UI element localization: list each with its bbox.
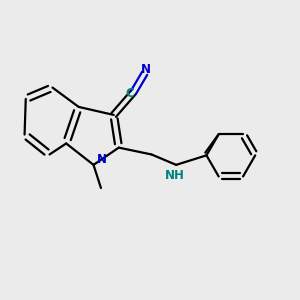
Text: NH: NH bbox=[165, 169, 184, 182]
Text: C: C bbox=[126, 87, 134, 100]
Text: N: N bbox=[97, 153, 107, 166]
Text: N: N bbox=[141, 63, 151, 76]
